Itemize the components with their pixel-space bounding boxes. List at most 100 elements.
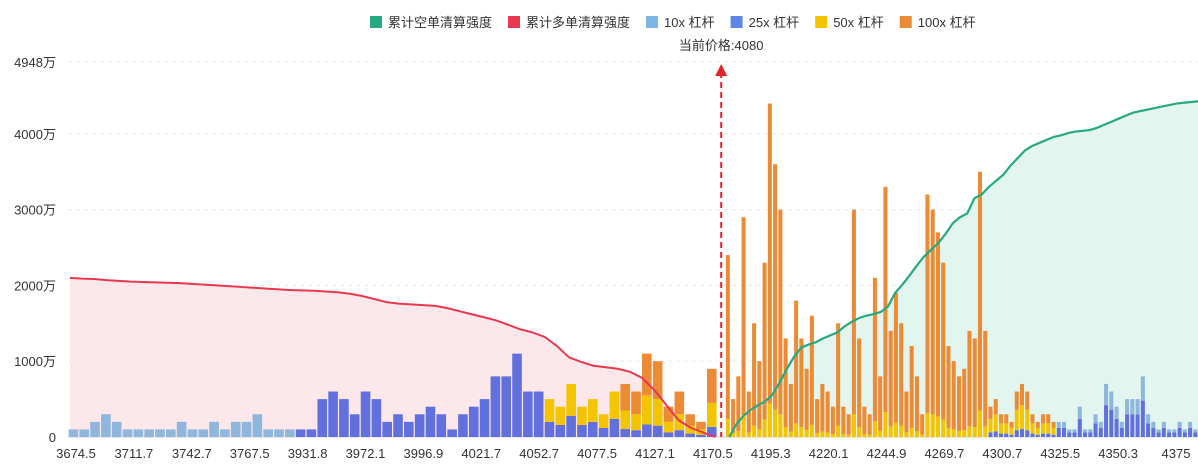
current-price-arrow xyxy=(715,64,728,76)
bar-segment-lev50 xyxy=(1046,423,1051,434)
bar-segment-lev100 xyxy=(977,171,983,411)
bar-segment-lev25 xyxy=(1177,427,1182,437)
bar-segment-lev25 xyxy=(663,432,674,437)
bar-segment-lev10 xyxy=(1056,421,1061,428)
bar-segment-lev25 xyxy=(631,430,641,437)
bar-segment-lev10 xyxy=(241,421,252,437)
bar-segment-lev25 xyxy=(1035,434,1040,437)
bar-segment-lev25 xyxy=(577,424,587,437)
bar-segment-lev100 xyxy=(788,383,793,432)
bar-segment-lev100 xyxy=(773,164,778,410)
x-tick-label: 4195.3 xyxy=(751,446,791,461)
bar-segment-lev50 xyxy=(830,433,835,437)
legend-label-lev25: 25x 杠杆 xyxy=(749,15,800,30)
bar-segment-lev10 xyxy=(220,429,230,437)
bar-segment-lev25 xyxy=(1182,432,1187,437)
x-tick-label: 4350.3 xyxy=(1098,446,1138,461)
y-tick-label: 4000万 xyxy=(14,127,56,142)
bar-segment-lev100 xyxy=(1009,421,1014,428)
bar-segment-lev25 xyxy=(1104,405,1109,437)
bar-segment-lev100 xyxy=(935,232,940,417)
legend-swatch-lev50 xyxy=(815,16,828,28)
bar-segment-lev10 xyxy=(187,429,198,437)
bar-segment-lev25 xyxy=(382,421,392,437)
bar-segment-lev25 xyxy=(696,434,706,437)
legend-swatch-lev100 xyxy=(899,16,912,28)
bar-segment-lev25 xyxy=(685,433,695,437)
bar-segment-lev50 xyxy=(566,383,576,416)
bar-segment-lev10 xyxy=(230,421,241,437)
bar-segment-lev50 xyxy=(1014,409,1019,431)
bar-segment-lev50 xyxy=(1004,423,1009,434)
bar-segment-lev25 xyxy=(1109,409,1114,437)
bar-segment-lev100 xyxy=(951,361,956,430)
bar-segment-lev50 xyxy=(794,423,799,437)
bar-segment-lev50 xyxy=(663,421,674,433)
bar-segment-lev100 xyxy=(820,383,825,432)
bar-segment-lev50 xyxy=(846,434,851,437)
bar-segment-lev10 xyxy=(1188,421,1193,428)
bar-segment-lev10 xyxy=(1146,414,1151,424)
bar-segment-lev10 xyxy=(1077,406,1082,419)
bar-segment-lev100 xyxy=(1051,421,1056,428)
bar-segment-lev50 xyxy=(555,406,566,425)
bar-segment-lev25 xyxy=(1140,400,1145,437)
bar-segment-lev25 xyxy=(1062,427,1067,437)
bar-segment-lev10 xyxy=(1140,376,1145,401)
bar-segment-lev10 xyxy=(1093,414,1098,424)
bar-segment-lev10 xyxy=(165,429,176,437)
x-tick-label: 4127.1 xyxy=(635,446,675,461)
bar-segment-lev50 xyxy=(841,433,846,437)
bar-segment-lev50 xyxy=(587,399,598,422)
bar-segment-lev25 xyxy=(1125,414,1130,437)
bar-segment-lev50 xyxy=(642,395,652,425)
bar-segment-lev25 xyxy=(306,429,317,437)
legend-label-lev50: 50x 杠杆 xyxy=(833,15,884,30)
legend-label-short_cum: 累计空单清算强度 xyxy=(388,15,492,30)
bar-segment-lev50 xyxy=(815,433,820,437)
bar-segment-lev100 xyxy=(851,209,856,415)
bar-segment-lev10 xyxy=(1109,391,1114,410)
bar-segment-lev25 xyxy=(458,414,468,437)
bar-segment-lev10 xyxy=(252,414,263,437)
bar-segment-lev100 xyxy=(830,406,835,434)
bar-segment-lev50 xyxy=(893,422,898,437)
bar-segment-lev10 xyxy=(274,429,284,437)
bar-segment-lev25 xyxy=(1135,414,1140,437)
bar-segment-lev50 xyxy=(983,426,988,437)
bar-segment-lev25 xyxy=(674,430,685,437)
bar-segment-lev50 xyxy=(725,418,730,437)
bar-segment-lev25 xyxy=(998,433,1004,437)
bar-segment-lev50 xyxy=(783,427,788,437)
bar-segment-lev25 xyxy=(609,418,620,437)
bar-segment-lev50 xyxy=(1051,427,1056,435)
bar-segment-lev50 xyxy=(746,432,751,437)
bar-segment-lev100 xyxy=(685,414,695,426)
bar-segment-lev50 xyxy=(977,410,983,437)
bar-segment-lev100 xyxy=(1046,414,1051,424)
bar-segment-lev50 xyxy=(706,402,717,427)
bar-segment-lev50 xyxy=(799,427,804,437)
bar-segment-lev10 xyxy=(155,429,165,437)
bar-segment-lev50 xyxy=(1035,427,1040,435)
bar-segment-lev100 xyxy=(620,383,631,411)
bar-segment-lev100 xyxy=(778,209,783,415)
bar-segment-lev10 xyxy=(1098,421,1103,428)
bar-segment-lev50 xyxy=(736,430,741,437)
bar-segment-lev10 xyxy=(1119,421,1124,428)
bar-segment-lev25 xyxy=(544,421,555,437)
bar-segment-lev100 xyxy=(993,399,998,415)
bar-segment-lev100 xyxy=(725,255,730,419)
bar-segment-lev100 xyxy=(846,414,851,435)
bar-segment-lev50 xyxy=(909,427,914,437)
bar-segment-lev50 xyxy=(899,425,904,437)
bar-segment-lev25 xyxy=(393,414,403,437)
x-tick-label: 3972.1 xyxy=(346,446,386,461)
bar-segment-lev50 xyxy=(577,406,587,425)
bar-segment-lev50 xyxy=(652,399,663,426)
x-tick-label: 4170.5 xyxy=(693,446,733,461)
bar-segment-lev25 xyxy=(339,399,349,437)
bar-segment-lev50 xyxy=(674,414,685,431)
bar-segment-lev50 xyxy=(951,429,956,437)
